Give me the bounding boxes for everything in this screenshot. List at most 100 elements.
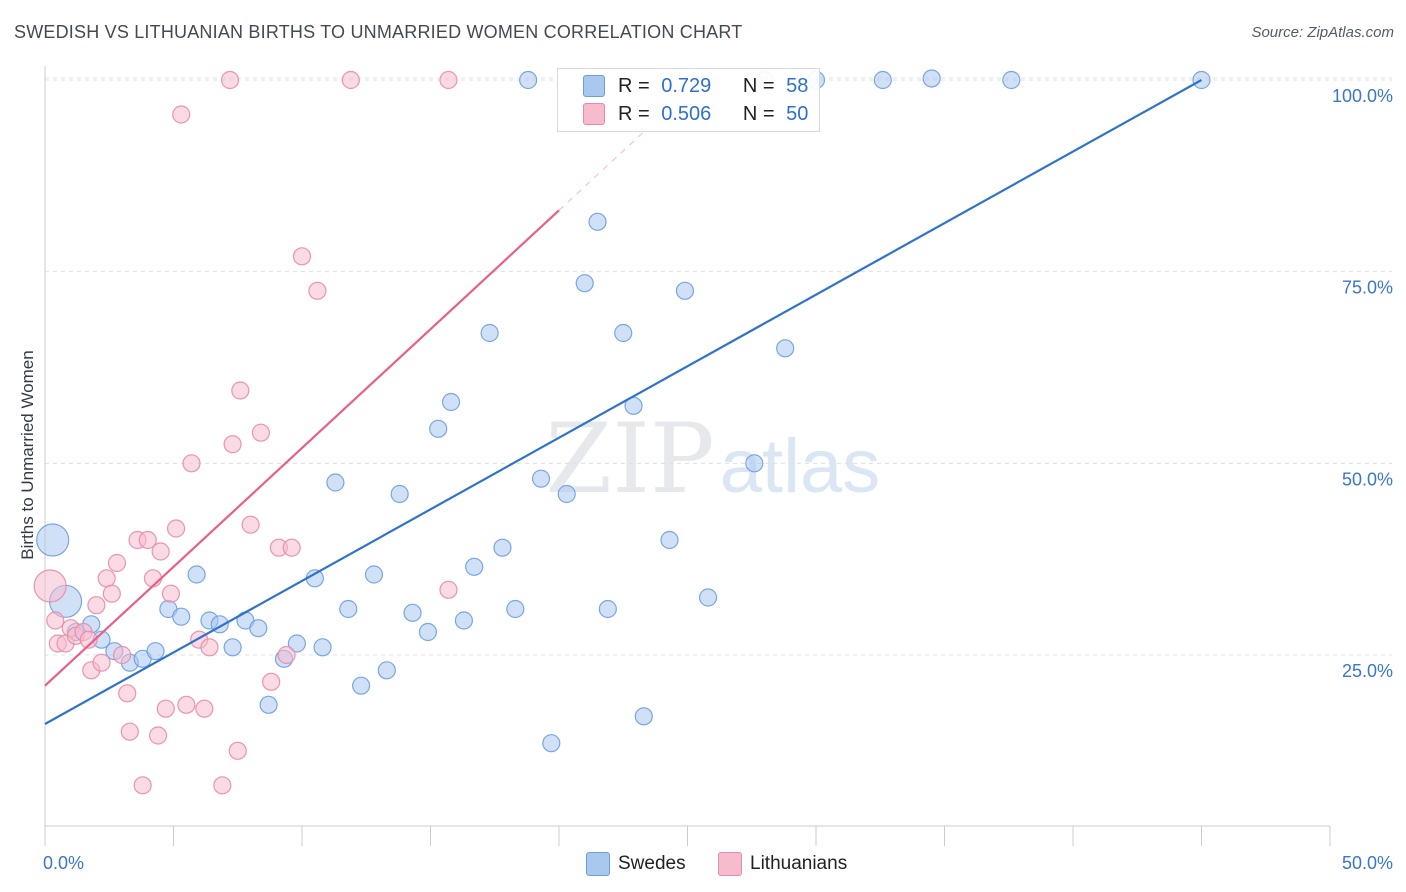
- swede-point: [146, 642, 165, 661]
- lithuanians-legend-label: Lithuanians: [750, 853, 848, 874]
- lithuanian-point: [341, 70, 360, 90]
- swede-point: [531, 469, 551, 488]
- swede-point: [352, 676, 371, 695]
- lithuanian-point: [120, 722, 139, 741]
- lithuanian-point: [102, 584, 121, 603]
- watermark: ZIP atlas: [545, 403, 880, 515]
- axes: [44, 66, 1331, 846]
- swede-point: [364, 565, 384, 584]
- lithuanian-point: [262, 672, 281, 691]
- n-label: N =: [742, 74, 775, 97]
- lithuanian-point: [241, 515, 260, 534]
- swede-point: [305, 569, 324, 588]
- x-tick-label: 50.0%: [1342, 853, 1393, 873]
- source-credit: Source: ZipAtlas.com: [1251, 24, 1394, 41]
- swede-point: [745, 454, 764, 473]
- grid: [45, 77, 1392, 656]
- swede-point: [429, 419, 448, 438]
- y-tick-label: 25.0%: [1342, 661, 1393, 681]
- tick-labels: 25.0% 50.0% 75.0% 100.0% 0.0% 50.0%: [43, 86, 1393, 873]
- x-tick-label: 0.0%: [43, 853, 84, 873]
- swedes-trend-line: [44, 79, 1203, 725]
- lithuanian-point: [33, 569, 67, 603]
- lithuanian-point: [223, 435, 242, 454]
- lithuanian-point: [177, 695, 196, 714]
- lithuanian-point: [46, 611, 65, 630]
- lithuanian-point: [79, 630, 98, 649]
- swede-point: [575, 274, 594, 293]
- bottom-legend-lithuanians: Lithuanians: [718, 852, 847, 876]
- swede-point: [614, 323, 633, 343]
- swede-point: [418, 622, 438, 642]
- swede-point: [480, 323, 499, 343]
- swede-point: [634, 707, 653, 726]
- r-label: R =: [618, 102, 650, 125]
- swede-point: [465, 557, 484, 576]
- swede-point: [660, 530, 679, 550]
- swedes-legend-swatch: [586, 852, 610, 876]
- lithuanians-legend-swatch: [718, 852, 742, 876]
- lithuanian-point: [92, 653, 111, 672]
- swede-point: [339, 599, 358, 619]
- swede-point: [675, 281, 695, 300]
- swede-point: [922, 69, 941, 88]
- swede-point: [259, 695, 278, 714]
- lithuanian-point: [439, 70, 458, 90]
- lithuanian-point: [161, 584, 181, 603]
- lithuanian-point: [151, 542, 170, 561]
- watermark-atlas: atlas: [720, 424, 881, 509]
- swedes-legend-label: Swedes: [618, 853, 686, 874]
- lithuanian-point: [148, 726, 168, 745]
- swedes-swatch: [583, 75, 605, 97]
- swede-point: [326, 473, 345, 492]
- swede-point: [223, 638, 242, 657]
- lithuanian-point: [277, 645, 296, 665]
- swede-point: [557, 484, 576, 504]
- swede-point: [36, 523, 70, 557]
- lithuanian-point: [282, 538, 301, 557]
- swede-point: [776, 339, 795, 358]
- swede-point: [441, 392, 461, 412]
- y-tick-label: 50.0%: [1342, 469, 1393, 489]
- swede-point: [698, 588, 718, 607]
- lithuanians-n-value: 50: [786, 102, 809, 125]
- lithuanian-point: [107, 553, 127, 573]
- y-tick-label: 100.0%: [1332, 86, 1393, 106]
- swedes-r-value: 0.729: [661, 74, 712, 97]
- lithuanians-r-value: 0.506: [661, 102, 712, 125]
- lithuanian-point: [228, 741, 247, 760]
- swede-point: [287, 634, 306, 653]
- lithuanian-point: [200, 638, 219, 657]
- legend-text-swedes: R = 0.729 N = 58: [618, 75, 808, 98]
- swede-point: [377, 661, 396, 680]
- swedes-n-value: 58: [786, 74, 809, 97]
- lithuanian-point: [156, 699, 175, 718]
- lithuanian-point: [439, 580, 458, 599]
- swede-point: [1002, 70, 1021, 90]
- swede-point: [187, 565, 206, 584]
- swede-point: [454, 611, 474, 630]
- lithuanian-point: [143, 569, 163, 588]
- lithuanians-swatch: [583, 103, 605, 125]
- stats-legend: R = 0.729 N = 58 R = 0.506 N = 50: [557, 68, 820, 132]
- swede-point: [313, 638, 332, 657]
- lithuanian-point: [112, 645, 132, 665]
- swede-point: [873, 70, 892, 90]
- lithuanian-point: [195, 699, 214, 718]
- swede-point: [493, 538, 512, 557]
- chart-title: SWEDISH VS LITHUANIAN BIRTHS TO UNMARRIE…: [14, 22, 743, 42]
- n-label: N =: [742, 102, 775, 125]
- swede-point: [588, 212, 607, 231]
- lithuanian-point: [231, 381, 250, 400]
- legend-text-lithuanians: R = 0.506 N = 50: [618, 103, 808, 126]
- swede-point: [519, 70, 538, 90]
- swede-point: [598, 599, 617, 619]
- lithuanian-point: [292, 247, 312, 266]
- lithuanian-point: [87, 596, 106, 615]
- lithuanian-point: [166, 519, 186, 538]
- lithuanians-trend-line: [44, 209, 560, 687]
- lithuanian-point: [213, 776, 232, 795]
- lithuanian-point: [220, 70, 240, 90]
- lithuanian-point: [182, 454, 201, 473]
